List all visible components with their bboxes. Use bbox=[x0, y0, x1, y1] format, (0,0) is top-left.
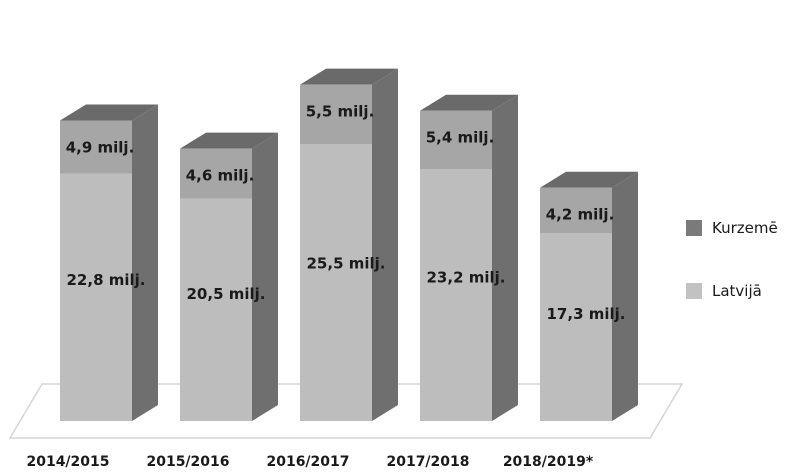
bar-side bbox=[492, 94, 518, 421]
bar-side bbox=[612, 171, 638, 421]
bar-segment-kurzeme bbox=[300, 84, 372, 145]
bar-side bbox=[132, 104, 158, 421]
bar-segment-kurzeme bbox=[60, 120, 132, 174]
bar-top bbox=[300, 68, 398, 85]
x-tick-label: 2016/2017 bbox=[266, 454, 349, 470]
bar-side bbox=[252, 132, 278, 422]
bar-group: 23,2 milj. 5,4 milj. bbox=[420, 94, 518, 421]
data-label-latvija: 23,2 milj. bbox=[427, 269, 506, 287]
bar-top bbox=[60, 104, 158, 121]
bar-segment-kurzeme bbox=[540, 187, 612, 234]
data-label-kurzeme: 5,4 milj. bbox=[426, 129, 495, 147]
legend-label-latvija: Latvijā bbox=[712, 282, 762, 300]
data-label-kurzeme: 4,9 milj. bbox=[66, 138, 135, 156]
bar-segment-kurzeme bbox=[420, 110, 492, 170]
bar-top bbox=[180, 132, 278, 149]
legend: Kurzemē Latvijā bbox=[686, 219, 778, 300]
legend-swatch-latvija bbox=[686, 283, 702, 299]
data-label-latvija: 25,5 milj. bbox=[307, 254, 386, 272]
bar-segment-kurzeme bbox=[180, 148, 252, 199]
bar-segment-latvija bbox=[300, 144, 372, 421]
x-tick-label: 2014/2015 bbox=[26, 454, 109, 470]
x-tick-label: 2015/2016 bbox=[146, 454, 229, 470]
x-axis-ticks: 2014/2015 2015/2016 2016/2017 2017/2018 2018… bbox=[26, 454, 593, 470]
x-tick-label: 2018/2019* bbox=[503, 454, 594, 470]
bar-group: 20,5 milj. 4,6 milj. bbox=[180, 132, 278, 422]
bar-segment-latvija bbox=[420, 169, 492, 421]
data-label-latvija: 17,3 milj. bbox=[547, 305, 626, 323]
bar-top bbox=[420, 94, 518, 111]
bar-group: 22,8 milj. 4,9 milj. bbox=[60, 104, 158, 421]
bar-group: 25,5 milj. 5,5 milj. bbox=[300, 68, 398, 422]
bar-segment-latvija bbox=[540, 233, 612, 421]
bars-group: 22,8 milj. 4,9 milj. 20,5 milj. 4,6 milj. 25… bbox=[60, 68, 638, 422]
data-label-kurzeme: 5,5 milj. bbox=[306, 103, 375, 121]
data-label-latvija: 20,5 milj. bbox=[187, 285, 266, 303]
legend-label-kurzeme: Kurzemē bbox=[712, 219, 778, 237]
bar-group: 17,3 milj. 4,2 milj. bbox=[540, 171, 638, 421]
legend-swatch-kurzeme bbox=[686, 220, 702, 236]
bar-side bbox=[372, 68, 398, 422]
bar-segment-latvija bbox=[60, 173, 132, 421]
data-label-kurzeme: 4,2 milj. bbox=[546, 206, 615, 224]
bar-top bbox=[540, 171, 638, 188]
x-tick-label: 2017/2018 bbox=[386, 454, 469, 470]
data-label-latvija: 22,8 milj. bbox=[67, 271, 146, 289]
bar-segment-latvija bbox=[180, 198, 252, 421]
data-label-kurzeme: 4,6 milj. bbox=[186, 167, 255, 185]
